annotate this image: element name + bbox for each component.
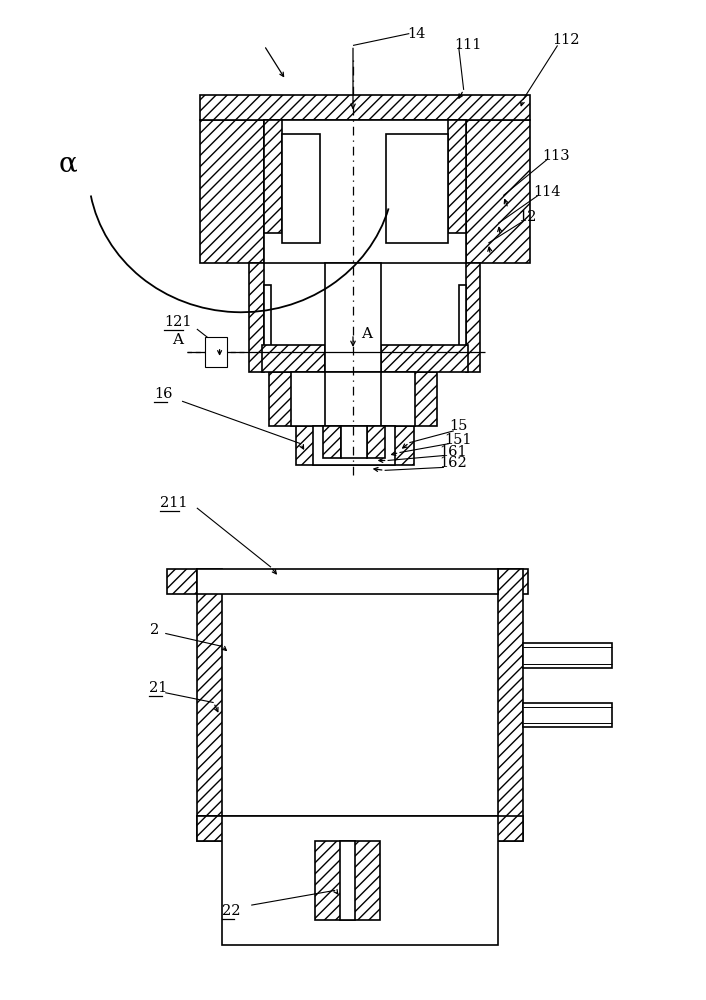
Bar <box>197 816 523 841</box>
Text: 21: 21 <box>150 681 168 695</box>
Text: 211: 211 <box>160 496 188 510</box>
Bar <box>523 643 612 668</box>
Text: 22: 22 <box>222 904 240 918</box>
Bar <box>381 345 467 372</box>
Bar <box>200 120 264 263</box>
Bar <box>325 263 381 372</box>
Bar <box>249 263 264 372</box>
Bar <box>264 120 282 233</box>
Text: 162: 162 <box>439 456 467 470</box>
Text: 113: 113 <box>543 149 570 163</box>
Bar <box>448 120 466 233</box>
Bar <box>200 95 530 120</box>
Text: 14: 14 <box>407 27 426 41</box>
Bar <box>291 372 415 426</box>
Bar <box>296 426 414 465</box>
Bar <box>459 285 466 350</box>
Bar <box>269 372 437 426</box>
Bar <box>313 426 395 465</box>
Bar <box>316 841 380 920</box>
Bar <box>205 337 227 367</box>
Bar <box>498 569 528 594</box>
Text: 112: 112 <box>553 33 580 47</box>
Text: α: α <box>59 151 77 178</box>
Bar <box>323 426 341 458</box>
Bar <box>197 816 222 841</box>
Bar <box>325 372 381 426</box>
Text: 15: 15 <box>449 419 467 433</box>
Text: 151: 151 <box>444 433 472 447</box>
Bar <box>523 703 612 727</box>
Text: 12: 12 <box>518 210 537 224</box>
Bar <box>197 569 222 816</box>
Text: A: A <box>172 333 183 347</box>
Text: 16: 16 <box>155 387 173 401</box>
Text: 114: 114 <box>533 185 561 199</box>
Bar <box>367 426 385 458</box>
Text: 2: 2 <box>150 623 160 637</box>
Bar <box>264 285 271 350</box>
Bar <box>197 569 498 594</box>
Text: 111: 111 <box>454 38 481 52</box>
Bar <box>264 120 466 263</box>
Bar <box>167 569 197 594</box>
Text: 121: 121 <box>164 315 192 329</box>
Bar <box>385 134 448 243</box>
Text: A: A <box>361 327 372 341</box>
Bar <box>466 263 481 372</box>
Bar <box>341 426 367 458</box>
Bar <box>222 816 498 945</box>
Bar <box>282 134 321 243</box>
Bar <box>340 841 355 920</box>
Bar <box>262 345 325 372</box>
Bar <box>466 120 530 263</box>
Bar <box>498 569 523 841</box>
Text: 161: 161 <box>439 445 467 459</box>
